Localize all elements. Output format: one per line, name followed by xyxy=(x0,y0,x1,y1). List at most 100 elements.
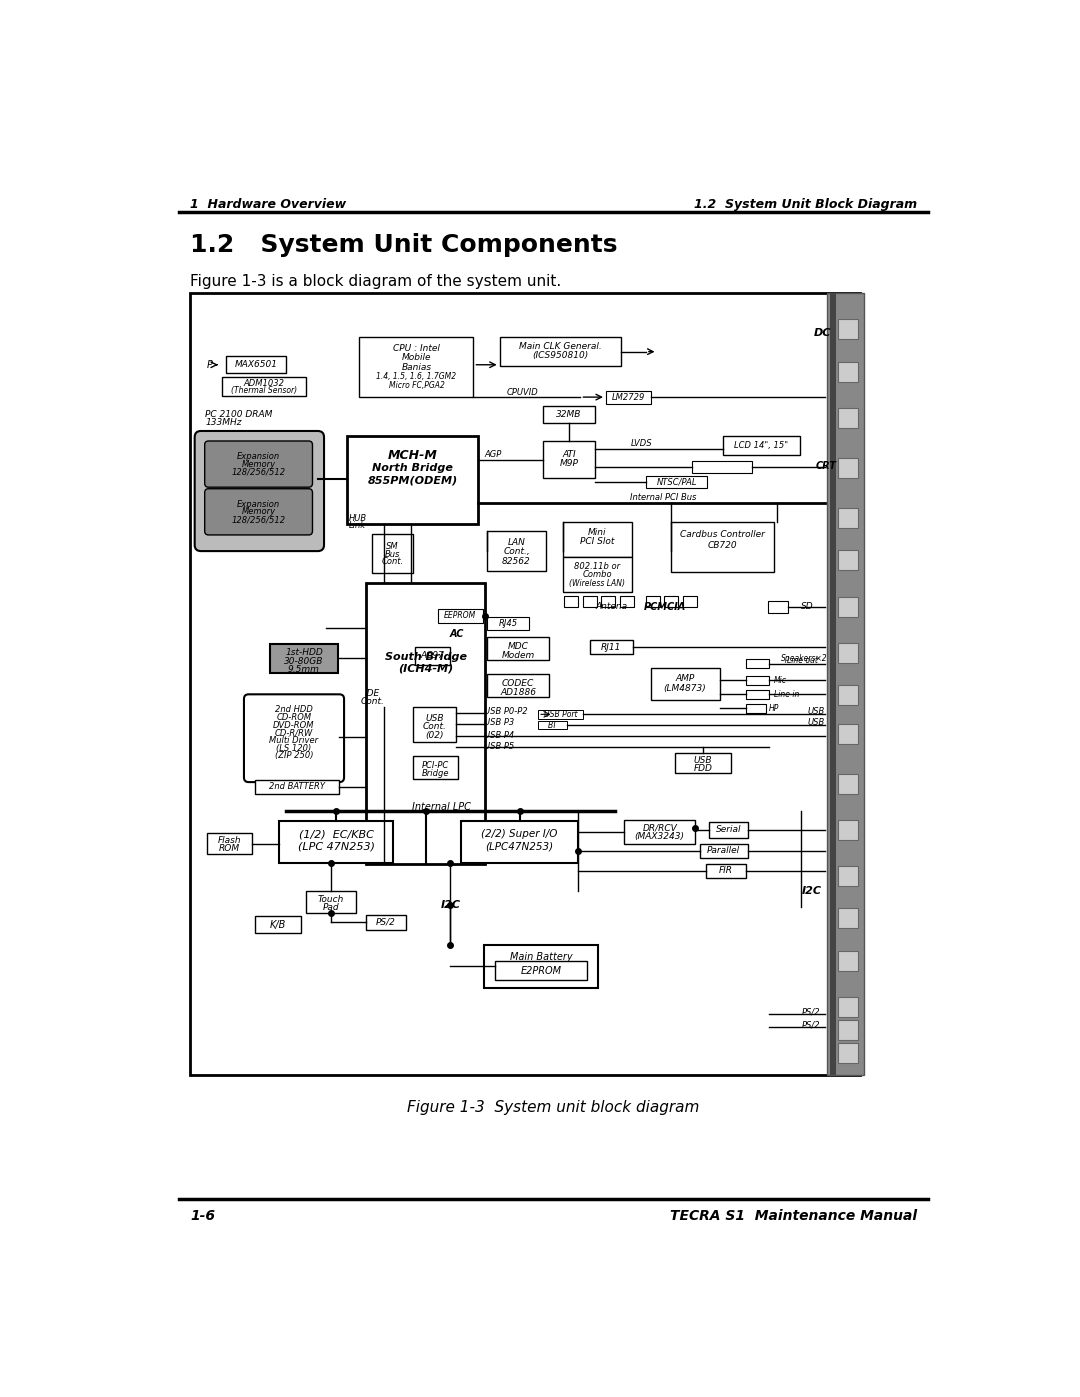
FancyBboxPatch shape xyxy=(244,694,345,782)
Bar xyxy=(624,820,696,844)
Text: Memory: Memory xyxy=(242,460,275,468)
Text: LAN: LAN xyxy=(508,538,526,548)
Text: CD-R/RW: CD-R/RW xyxy=(275,728,313,738)
Bar xyxy=(838,458,858,478)
Text: SD: SD xyxy=(801,602,814,610)
Text: USB Port: USB Port xyxy=(543,710,577,719)
Bar xyxy=(347,436,478,524)
Bar xyxy=(484,946,598,988)
Text: (LPC 47N253): (LPC 47N253) xyxy=(298,841,375,851)
Text: 32MB: 32MB xyxy=(556,411,582,419)
Text: CPUVID: CPUVID xyxy=(507,388,539,397)
Text: PC 2100 DRAM: PC 2100 DRAM xyxy=(205,409,273,419)
Bar xyxy=(746,704,766,712)
Text: Modem: Modem xyxy=(501,651,535,659)
Text: CD-ROM: CD-ROM xyxy=(276,712,311,722)
Text: DR/RCV: DR/RCV xyxy=(643,824,677,833)
Text: 9.5mm: 9.5mm xyxy=(288,665,320,675)
Text: (1/2)  EC/KBC: (1/2) EC/KBC xyxy=(299,830,374,840)
Text: Banias: Banias xyxy=(402,363,432,372)
Text: USB P4: USB P4 xyxy=(484,731,514,739)
Text: Figure 1-3 is a block diagram of the system unit.: Figure 1-3 is a block diagram of the sys… xyxy=(190,274,562,289)
Bar xyxy=(415,647,450,665)
Bar xyxy=(746,676,769,685)
Bar xyxy=(372,534,414,573)
Bar xyxy=(746,659,769,668)
Bar xyxy=(671,522,773,571)
Bar xyxy=(190,293,860,1074)
FancyBboxPatch shape xyxy=(194,432,324,550)
Text: E2PROM: E2PROM xyxy=(521,965,562,975)
Bar xyxy=(829,293,836,1074)
Text: Speakers×2: Speakers×2 xyxy=(782,654,828,664)
Bar xyxy=(838,362,858,381)
Text: 2nd BATTERY: 2nd BATTERY xyxy=(269,782,325,791)
Text: USB P0-P2: USB P0-P2 xyxy=(484,707,528,715)
Text: (Wireless LAN): (Wireless LAN) xyxy=(569,578,625,588)
Bar xyxy=(414,756,458,780)
Text: PCI Slot: PCI Slot xyxy=(580,538,615,546)
Bar xyxy=(538,710,583,719)
Text: 1.2   System Unit Components: 1.2 System Unit Components xyxy=(190,233,618,257)
Text: (ZIP 250): (ZIP 250) xyxy=(274,752,313,760)
Bar xyxy=(563,522,632,557)
Text: TECRA S1  Maintenance Manual: TECRA S1 Maintenance Manual xyxy=(670,1210,917,1224)
Text: DC: DC xyxy=(813,328,832,338)
Bar xyxy=(495,961,588,979)
Bar xyxy=(646,595,660,606)
FancyBboxPatch shape xyxy=(205,489,312,535)
Text: MCH-M: MCH-M xyxy=(388,448,437,462)
Bar xyxy=(838,1020,858,1039)
Bar xyxy=(306,891,356,914)
Bar xyxy=(838,866,858,886)
Text: (Thermal Sensor): (Thermal Sensor) xyxy=(231,387,297,395)
Text: PS/2: PS/2 xyxy=(801,1020,820,1030)
Text: 1-6: 1-6 xyxy=(190,1210,215,1224)
Bar xyxy=(487,531,545,571)
Text: HP: HP xyxy=(769,704,780,712)
Bar xyxy=(838,1044,858,1063)
Text: Link: Link xyxy=(349,521,366,531)
Text: South Bridge: South Bridge xyxy=(384,651,467,662)
Text: HUB: HUB xyxy=(349,514,367,524)
Text: (02): (02) xyxy=(426,731,444,739)
Text: Internal PCI Bus: Internal PCI Bus xyxy=(631,493,697,502)
Text: Memory: Memory xyxy=(242,507,275,517)
Text: ATI: ATI xyxy=(562,450,576,458)
Text: K/B: K/B xyxy=(270,919,286,929)
Bar xyxy=(620,595,634,606)
Bar xyxy=(538,721,567,729)
Bar xyxy=(207,833,252,855)
Bar xyxy=(675,753,730,773)
Bar xyxy=(646,476,707,488)
Text: PS/2: PS/2 xyxy=(801,1007,820,1016)
Bar xyxy=(487,675,549,697)
Text: Expansion: Expansion xyxy=(237,451,280,461)
Text: P: P xyxy=(207,360,213,370)
Text: USB: USB xyxy=(808,707,825,715)
Bar xyxy=(650,668,719,700)
Text: NTSC/PAL: NTSC/PAL xyxy=(657,478,697,486)
Bar xyxy=(838,774,858,793)
Text: Figure 1-3  System unit block diagram: Figure 1-3 System unit block diagram xyxy=(407,1099,700,1115)
Text: Expansion: Expansion xyxy=(237,500,280,509)
Text: BT: BT xyxy=(548,721,557,729)
Text: Flash: Flash xyxy=(217,837,241,845)
Bar xyxy=(838,820,858,840)
Text: North Bridge: North Bridge xyxy=(373,462,453,474)
Bar xyxy=(255,916,301,933)
Text: Line out: Line out xyxy=(786,657,818,665)
Text: Mic: Mic xyxy=(773,676,786,685)
Bar xyxy=(838,509,858,528)
Text: Main Battery: Main Battery xyxy=(510,951,572,963)
Text: AC: AC xyxy=(449,629,464,640)
Text: Cont.: Cont. xyxy=(381,557,404,566)
Bar xyxy=(438,609,483,623)
Bar xyxy=(838,951,858,971)
Text: FIR: FIR xyxy=(719,866,733,875)
FancyBboxPatch shape xyxy=(205,441,312,488)
Bar xyxy=(366,915,406,930)
Text: Touch: Touch xyxy=(318,895,345,904)
Text: Cardbus Controller: Cardbus Controller xyxy=(679,531,765,539)
Text: CRT: CRT xyxy=(816,461,837,471)
